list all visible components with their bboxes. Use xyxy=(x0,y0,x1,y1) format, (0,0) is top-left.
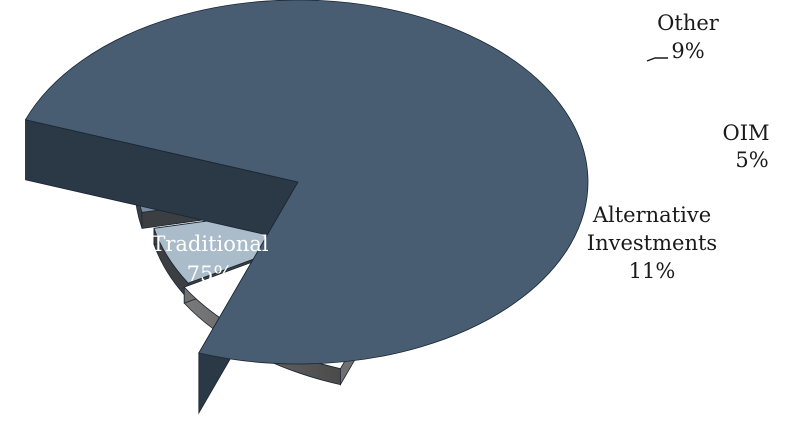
alternative-investments-label-line2: Investments xyxy=(587,231,717,255)
alternative-investments-pct: 11% xyxy=(629,259,676,283)
oim-label: OIM xyxy=(722,121,769,145)
other-leader-line xyxy=(646,57,668,62)
other-pct: 9% xyxy=(671,39,704,63)
alternative-investments-label-line1: Alternative xyxy=(592,203,711,227)
pie-slices xyxy=(24,0,589,415)
traditional-slice xyxy=(24,0,589,415)
other-label: Other xyxy=(657,11,720,35)
traditional-label: Traditional xyxy=(151,232,269,256)
oim-pct: 5% xyxy=(735,148,768,172)
pie-labels: Traditional 75% Alternative Investments … xyxy=(151,11,769,286)
traditional-pct: 75% xyxy=(187,262,234,286)
traditional-top xyxy=(24,0,589,365)
